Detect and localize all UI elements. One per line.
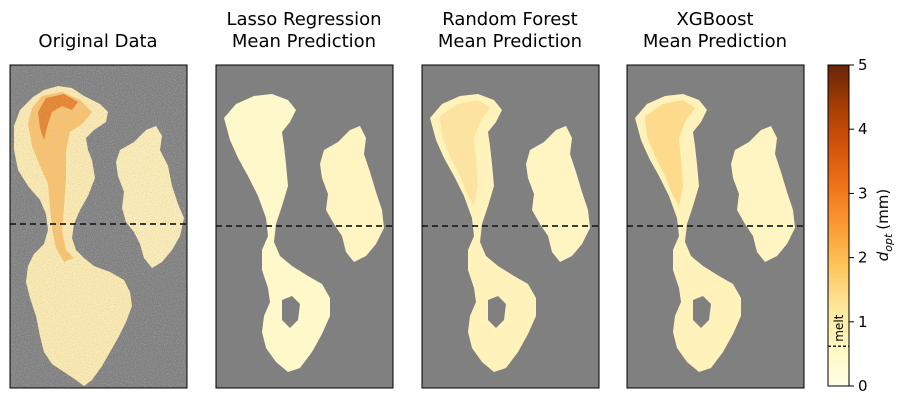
colorbar-label: dopt (mm) (874, 189, 895, 262)
panel-title-line-2: Mean Prediction (643, 31, 787, 52)
panel-title-line-2: Mean Prediction (438, 31, 582, 52)
panel-original-data: Original Data (9, 31, 188, 389)
region-island (693, 296, 711, 328)
panel-title: Original Data (38, 31, 157, 52)
region-west-warm (440, 100, 490, 206)
region-east (320, 126, 384, 262)
panel-title-line-1: XGBoost (676, 9, 753, 30)
colorbar-gradient (827, 64, 850, 387)
colorbar: 0 1 2 3 4 5 melt dopt (mm) (827, 56, 895, 395)
panel-frame (421, 64, 600, 389)
panel-frame (215, 64, 394, 389)
panel-lasso-regression: Lasso Regression Mean Prediction (215, 9, 394, 389)
region-island (488, 296, 506, 328)
colorbar-tick-label: 2 (858, 249, 868, 267)
panel-xgboost: XGBoost Mean Prediction (626, 9, 805, 389)
colorbar-ticks: 0 1 2 3 4 5 (849, 56, 868, 395)
region-west-warm (645, 100, 695, 206)
colorbar-tick-label: 3 (858, 184, 868, 202)
colorbar-tick-label: 5 (858, 56, 868, 74)
region-east (731, 126, 795, 262)
colorbar-label-subscript: opt (882, 233, 895, 252)
colorbar-tick-label: 1 (858, 313, 868, 331)
panel-title-line-2: Mean Prediction (232, 31, 376, 52)
colorbar-label-symbol: d (874, 251, 892, 261)
region-east (526, 126, 590, 262)
panel-title-line-1: Lasso Regression (226, 9, 381, 30)
panel-random-forest: Random Forest Mean Prediction (421, 9, 600, 389)
region-island (282, 296, 300, 328)
colorbar-label-unit: (mm) (874, 189, 892, 230)
panel-frame (626, 64, 805, 389)
region-map (635, 94, 795, 372)
colorbar-tick-label: 0 (858, 377, 868, 395)
colorbar-tick-label: 4 (858, 120, 868, 138)
speckle-overlay (10, 65, 187, 388)
region-map (430, 94, 590, 372)
panel-frame (9, 64, 188, 389)
region-west (224, 94, 330, 372)
region-map (10, 65, 187, 388)
region-map (224, 94, 384, 372)
panel-title-line-1: Random Forest (442, 9, 577, 30)
melt-label: melt (832, 314, 846, 341)
